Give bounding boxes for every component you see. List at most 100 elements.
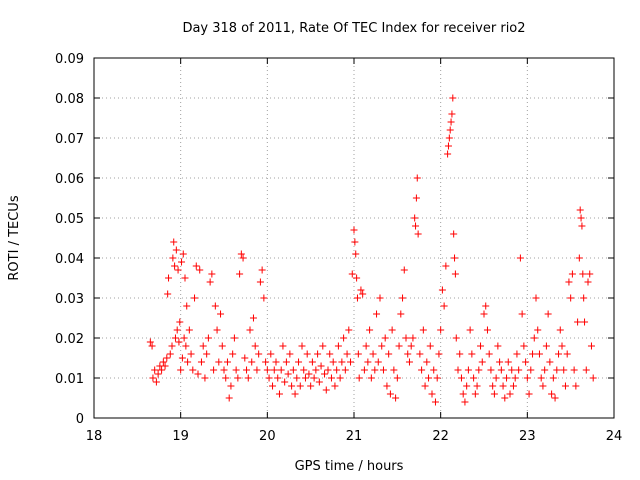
data-point xyxy=(483,326,491,334)
data-point xyxy=(413,174,421,182)
data-point xyxy=(379,366,387,374)
data-point xyxy=(246,326,254,334)
data-point xyxy=(567,294,575,302)
data-point xyxy=(445,134,453,142)
data-point xyxy=(385,350,393,358)
data-point xyxy=(421,382,429,390)
data-point xyxy=(587,342,595,350)
data-point xyxy=(253,366,261,374)
data-point xyxy=(381,334,389,342)
data-point xyxy=(298,342,306,350)
data-point xyxy=(428,390,436,398)
data-point xyxy=(158,366,166,374)
data-point xyxy=(437,326,445,334)
data-point xyxy=(390,366,398,374)
data-point xyxy=(176,318,184,326)
data-point xyxy=(182,342,190,350)
axis-ticks: 18 19 20 21 22 23 24 0 0.01 0.02 0.03 0.04 0.05 0.06 0… xyxy=(55,52,622,444)
data-point xyxy=(471,390,479,398)
data-point xyxy=(388,326,396,334)
data-point xyxy=(319,342,327,350)
data-point xyxy=(537,374,545,382)
data-point xyxy=(419,326,427,334)
data-point xyxy=(516,254,524,262)
data-point xyxy=(354,350,362,358)
data-point xyxy=(496,358,504,366)
data-point xyxy=(409,334,417,342)
data-point xyxy=(345,326,353,334)
data-point xyxy=(322,386,330,394)
data-point xyxy=(546,358,554,366)
data-point xyxy=(171,334,179,342)
data-point xyxy=(312,366,320,374)
data-point xyxy=(229,350,237,358)
data-point xyxy=(466,326,474,334)
data-point xyxy=(448,110,456,118)
data-point xyxy=(430,366,438,374)
data-point xyxy=(236,270,244,278)
y-tick-label: 0.08 xyxy=(55,92,84,107)
data-point xyxy=(367,374,375,382)
data-point xyxy=(315,378,323,386)
data-point xyxy=(399,294,407,302)
data-point xyxy=(369,350,377,358)
data-point xyxy=(447,118,455,126)
data-point xyxy=(527,366,535,374)
data-point xyxy=(392,394,400,402)
y-tick-label: 0.05 xyxy=(55,212,84,227)
data-point xyxy=(243,366,251,374)
data-point xyxy=(577,214,585,222)
data-point xyxy=(425,374,433,382)
data-point xyxy=(338,358,346,366)
data-point xyxy=(301,374,309,382)
data-point xyxy=(383,382,391,390)
data-point xyxy=(256,278,264,286)
data-point xyxy=(535,350,543,358)
data-point xyxy=(324,366,332,374)
data-point xyxy=(578,222,586,230)
data-point xyxy=(165,274,173,282)
data-point xyxy=(289,366,297,374)
data-point xyxy=(180,334,188,342)
data-point xyxy=(461,398,469,406)
data-point xyxy=(340,334,348,342)
data-point xyxy=(431,398,439,406)
data-point xyxy=(286,350,294,358)
data-point xyxy=(359,290,367,298)
data-point xyxy=(555,350,563,358)
data-point xyxy=(237,250,245,258)
data-point xyxy=(530,334,538,342)
data-point xyxy=(164,290,172,298)
data-point xyxy=(523,374,531,382)
data-point xyxy=(487,366,495,374)
data-point xyxy=(263,366,271,374)
data-point xyxy=(277,366,285,374)
data-point xyxy=(184,358,192,366)
data-point xyxy=(446,126,454,134)
data-point xyxy=(490,390,498,398)
data-point xyxy=(307,382,315,390)
data-point xyxy=(274,374,282,382)
data-point xyxy=(317,362,325,370)
data-point xyxy=(192,262,200,270)
data-point xyxy=(551,394,559,402)
data-point xyxy=(570,366,578,374)
data-point xyxy=(515,366,523,374)
data-point xyxy=(450,230,458,238)
data-point xyxy=(463,382,471,390)
data-point xyxy=(187,350,195,358)
data-point xyxy=(281,378,289,386)
x-tick-label: 19 xyxy=(172,429,189,444)
data-point xyxy=(191,294,199,302)
data-point xyxy=(470,374,478,382)
data-point xyxy=(183,302,191,310)
x-axis-label: GPS time / hours xyxy=(295,459,404,474)
data-point xyxy=(494,342,502,350)
data-point xyxy=(265,374,273,382)
data-point xyxy=(452,334,460,342)
data-point xyxy=(275,390,283,398)
data-point xyxy=(412,222,420,230)
data-point xyxy=(539,382,547,390)
data-point xyxy=(549,374,557,382)
data-point xyxy=(284,370,292,378)
